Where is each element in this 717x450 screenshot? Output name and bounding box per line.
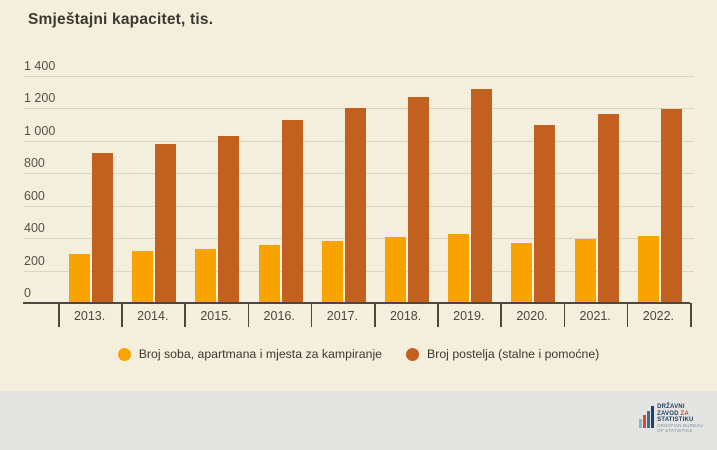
y-axis-tick-label: 1 400 bbox=[24, 59, 56, 73]
bar-chart-logo-icon bbox=[639, 404, 655, 428]
y-axis-tick-label: 400 bbox=[24, 221, 45, 236]
dzs-logo: DRŽAVNI ZAVOD ZA STATISTIKU CROATIAN BUR… bbox=[639, 404, 703, 434]
x-axis-tick bbox=[121, 303, 123, 327]
bar-rooms-2014 bbox=[132, 251, 154, 303]
x-axis-label-2019: 2019. bbox=[453, 309, 485, 323]
x-axis-tick bbox=[437, 303, 439, 327]
chart-title: Smještajni kapacitet, tis. bbox=[28, 11, 214, 28]
y-axis-tick-label: 0 bbox=[24, 286, 31, 300]
x-axis-tick bbox=[374, 303, 376, 327]
bar-beds-2013 bbox=[92, 153, 113, 303]
legend-marker-beds-icon bbox=[406, 347, 420, 361]
logo-text: DRŽAVNI ZAVOD ZA STATISTIKU CROATIAN BUR… bbox=[657, 404, 703, 434]
y-axis-tick-label: 200 bbox=[24, 253, 45, 268]
bar-rooms-2021 bbox=[574, 238, 596, 303]
logo-line-1: DRŽAVNI bbox=[657, 404, 685, 410]
bar-beds-2019 bbox=[471, 89, 493, 303]
y-gridline-1400 bbox=[24, 76, 694, 77]
x-axis-label-2016: 2016. bbox=[263, 309, 295, 323]
bar-rooms-2016 bbox=[258, 245, 280, 303]
bar-beds-2015 bbox=[218, 136, 240, 303]
logo-bar-2 bbox=[643, 415, 647, 428]
y-axis-tick-label: 600 bbox=[24, 188, 45, 203]
x-axis-tick bbox=[690, 303, 692, 327]
legend-label-beds: Broj postelja (stalne i pomoćne) bbox=[427, 347, 600, 361]
x-axis-tick bbox=[563, 303, 566, 327]
y-axis-tick-label: 800 bbox=[24, 156, 45, 171]
bar-beds-2022 bbox=[660, 109, 682, 303]
legend: Broj soba, apartmana i mjesta za kampira… bbox=[0, 344, 717, 364]
legend-label-rooms: Broj soba, apartmana i mjesta za kampira… bbox=[138, 347, 383, 361]
bar-beds-2016 bbox=[281, 119, 303, 303]
logo-sub-2: OF STATISTICS bbox=[657, 427, 693, 433]
x-axis-label-2015: 2015. bbox=[200, 309, 232, 323]
x-axis-label-2013: 2013. bbox=[73, 309, 106, 323]
bar-rooms-2015 bbox=[195, 248, 217, 303]
bar-beds-2017 bbox=[344, 107, 366, 303]
logo-bar-1 bbox=[639, 419, 643, 428]
bar-rooms-2022 bbox=[637, 236, 659, 303]
logo-sub-1: CROATIAN BUREAU bbox=[657, 422, 703, 428]
x-axis-label-2017: 2017. bbox=[326, 309, 359, 323]
footer-strip: DRŽAVNI ZAVOD ZA STATISTIKU CROATIAN BUR… bbox=[0, 391, 717, 450]
bar-rooms-2018 bbox=[385, 237, 406, 303]
logo-line-3: STATISTIKU bbox=[657, 417, 694, 424]
bar-rooms-2020 bbox=[511, 242, 533, 303]
x-axis-tick bbox=[626, 303, 629, 327]
bar-beds-2018 bbox=[408, 97, 429, 303]
x-axis-tick bbox=[500, 303, 502, 327]
logo-bar-3 bbox=[647, 411, 651, 428]
x-axis-label-2022: 2022. bbox=[642, 309, 675, 323]
bar-beds-2014 bbox=[155, 144, 177, 303]
x-axis-tick bbox=[247, 303, 250, 327]
bar-beds-2020 bbox=[534, 124, 556, 303]
x-axis-tick bbox=[310, 303, 313, 327]
plot-area: 0 200 400 600 800 1 000 1 200 1 400 2013. 2014. 20… bbox=[23, 59, 694, 327]
bar-beds-2021 bbox=[597, 114, 619, 303]
legend-item-beds: Broj postelja (stalne i pomoćne) bbox=[406, 347, 599, 361]
x-axis-label-2020: 2020. bbox=[516, 309, 548, 323]
bar-rooms-2013 bbox=[69, 254, 90, 303]
bar-rooms-2019 bbox=[448, 234, 470, 303]
x-axis-line bbox=[23, 302, 690, 304]
y-axis-tick-label: 1 200 bbox=[24, 91, 56, 106]
x-axis-tick bbox=[58, 303, 60, 327]
bar-rooms-2017 bbox=[321, 241, 343, 303]
x-axis-label-2021: 2021. bbox=[579, 309, 611, 323]
x-axis-label-2014: 2014. bbox=[137, 309, 169, 323]
legend-marker-rooms-icon bbox=[117, 347, 131, 361]
x-axis-tick bbox=[184, 303, 186, 327]
y-axis-tick-label: 1 000 bbox=[24, 123, 56, 138]
legend-item-rooms: Broj soba, apartmana i mjesta za kampira… bbox=[117, 347, 383, 361]
logo-line-2: ZAVOD ZA bbox=[657, 410, 689, 417]
x-axis-label-2018: 2018. bbox=[389, 309, 422, 323]
logo-bar-4 bbox=[651, 406, 655, 428]
